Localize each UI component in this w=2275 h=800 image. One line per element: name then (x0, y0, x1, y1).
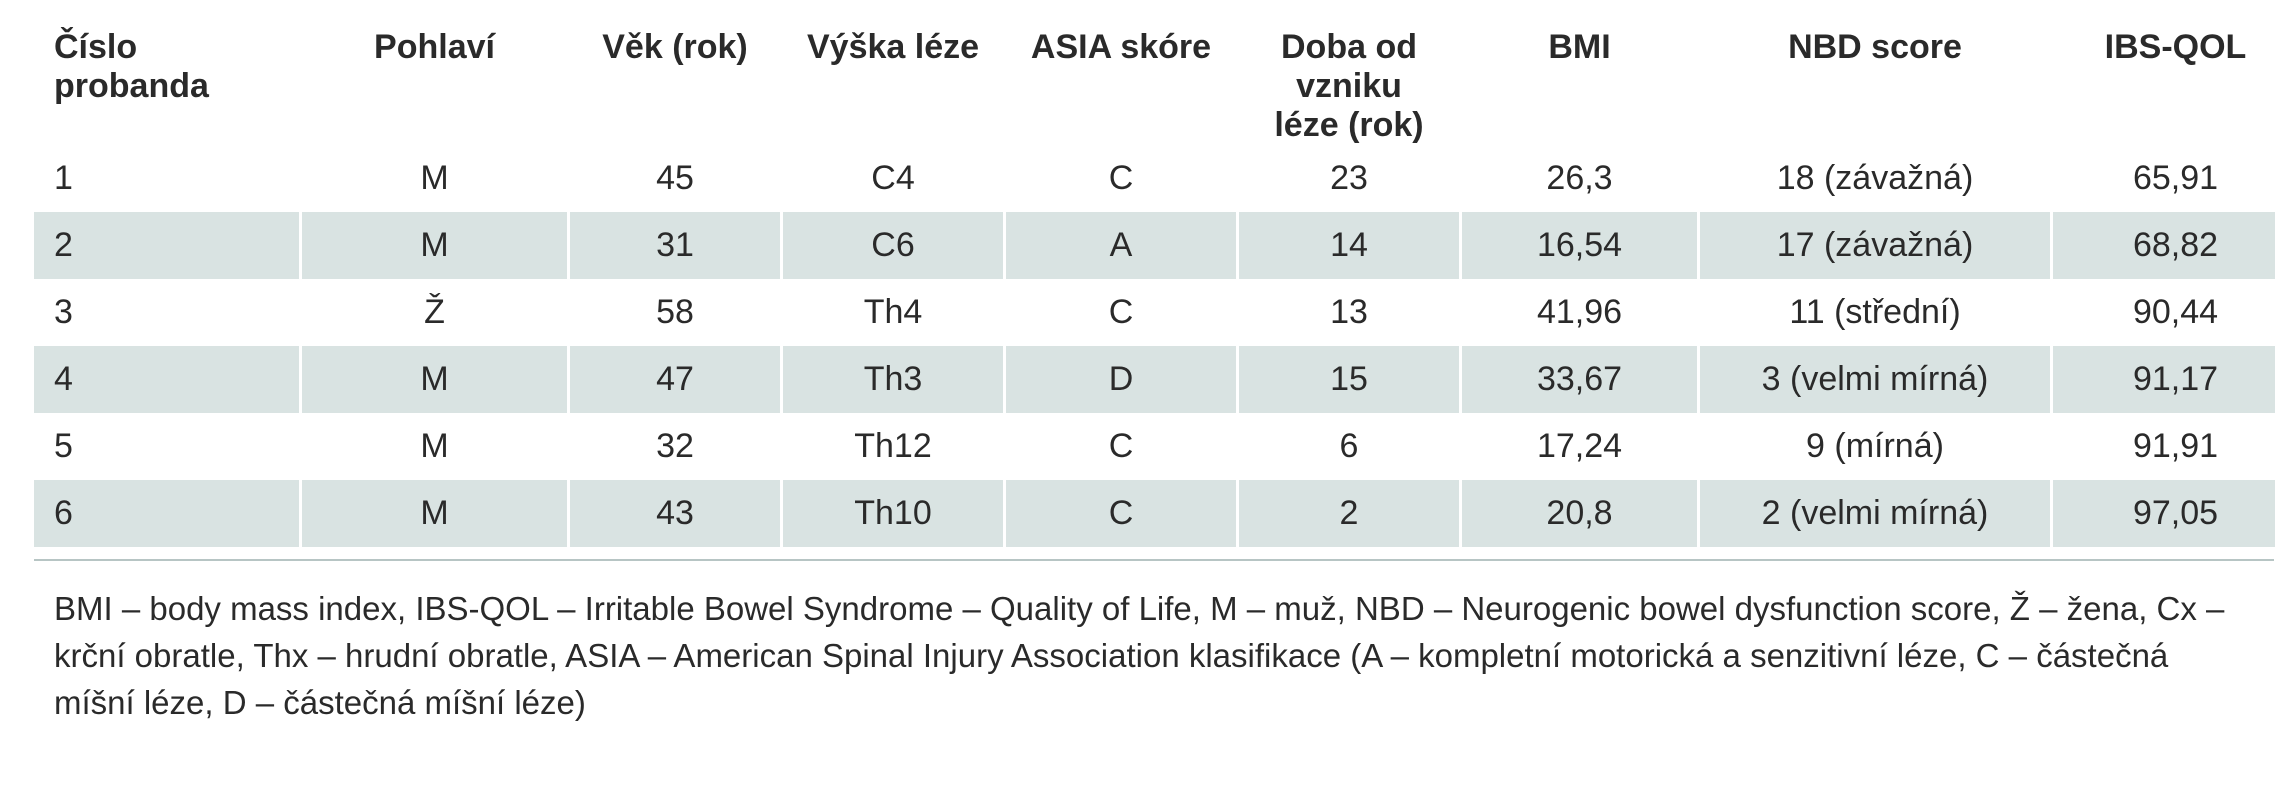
table-row: 4 M 47 Th3 D 15 33,67 3 (velmi mírná) 91,17 (34, 346, 2275, 413)
table-row: 3 Ž 58 Th4 C 13 41,96 11 (střední) 90,44 (34, 279, 2275, 346)
table-cell: 6 (1339, 427, 1359, 465)
table-cell: 45 (656, 159, 694, 197)
table-cell: 6 (34, 480, 299, 547)
column-header-line: Pohlaví (374, 28, 495, 66)
table-cell: C (1108, 427, 1134, 465)
table-body: 1 M 45 C4 C 23 26,3 18 (závažná) 65,91 2 M 31 C6 A 14 1… (34, 145, 2275, 547)
table-cell: Th10 (783, 480, 1003, 547)
table-cell: M (302, 212, 567, 279)
table-cell: M (420, 159, 449, 197)
table-cell: 23 (1330, 159, 1368, 197)
column-header-line: Věk (rok) (602, 28, 748, 66)
table-cell: M (302, 346, 567, 413)
table-cell: D (1006, 346, 1236, 413)
table-cell: Th12 (854, 427, 932, 465)
column-header: Pohlaví (302, 0, 567, 145)
table-cell: 4 (34, 346, 299, 413)
column-header-line: BMI (1548, 28, 1611, 66)
column-header-line: léze (rok) (1274, 106, 1424, 144)
table-row: 5 M 32 Th12 C 6 17,24 9 (mírná) 91,91 (34, 413, 2275, 480)
table-cell: 47 (570, 346, 780, 413)
column-header: ASIA skóre (1006, 0, 1236, 145)
table-footnote: BMI – body mass index, IBS-QOL – Irritab… (54, 590, 2225, 721)
document: Číslo probanda Pohlaví Věk (rok) Výška léze A… (31, 0, 2275, 726)
table-bottom-rule (34, 559, 2274, 561)
column-header-line: probanda (54, 67, 209, 105)
table-cell: 1 (54, 159, 73, 197)
table-cell: C (1108, 159, 1134, 197)
table-cell: 91,17 (2053, 346, 2275, 413)
table-cell: 91,91 (2132, 427, 2219, 465)
table-cell: 41,96 (1536, 293, 1623, 331)
table-cell: 26,3 (1546, 159, 1613, 197)
table-cell: 15 (1239, 346, 1459, 413)
table-cell: 65,91 (2132, 159, 2219, 197)
table-cell: 97,05 (2053, 480, 2275, 547)
table-row: 6 M 43 Th10 C 2 20,8 2 (velmi mírná) 97,05 (34, 480, 2275, 547)
table-row: 2 M 31 C6 A 14 16,54 17 (závažná) 68,82 (34, 212, 2275, 279)
column-header: IBS-QOL (2053, 0, 2275, 145)
table-cell: 20,8 (1462, 480, 1697, 547)
data-table: Číslo probanda Pohlaví Věk (rok) Výška léze A… (31, 0, 2275, 547)
table-cell: 17,24 (1536, 427, 1623, 465)
column-header-line: Výška léze (806, 28, 980, 66)
table-cell: Th3 (783, 346, 1003, 413)
table-cell: 68,82 (2053, 212, 2275, 279)
table-cell: 3 (54, 293, 73, 331)
column-header-line: IBS-QOL (2104, 28, 2247, 66)
table-cell: 90,44 (2132, 293, 2219, 331)
table-cell: 31 (570, 212, 780, 279)
table-cell: 2 (34, 212, 299, 279)
column-header: NBD score (1700, 0, 2050, 145)
column-header: Číslo probanda (34, 0, 299, 145)
table-cell: 5 (54, 427, 73, 465)
table-cell: 2 (1239, 480, 1459, 547)
table-cell: 3 (velmi mírná) (1700, 346, 2050, 413)
table-cell: Th4 (863, 293, 923, 331)
table-cell: A (1006, 212, 1236, 279)
table-cell: 16,54 (1462, 212, 1697, 279)
table-cell: 13 (1330, 293, 1368, 331)
table-cell: C6 (783, 212, 1003, 279)
column-header-line: Číslo (54, 28, 138, 66)
table-cell: 43 (570, 480, 780, 547)
column-header-line: vzniku (1296, 67, 1402, 105)
column-header: BMI (1462, 0, 1697, 145)
column-header: Výška léze (783, 0, 1003, 145)
table-cell: 17 (závažná) (1700, 212, 2050, 279)
column-header: Věk (rok) (570, 0, 780, 145)
column-header-line: Doba od (1281, 28, 1417, 66)
table-cell: 14 (1239, 212, 1459, 279)
table-cell: C (1006, 480, 1236, 547)
column-header-line: ASIA skóre (1030, 28, 1212, 66)
table-row: 1 M 45 C4 C 23 26,3 18 (závažná) 65,91 (34, 145, 2275, 212)
table-header: Číslo probanda Pohlaví Věk (rok) Výška léze A… (34, 0, 2275, 145)
table-cell: 32 (656, 427, 694, 465)
column-header-line: NBD score (1788, 28, 1962, 66)
table-cell: 33,67 (1462, 346, 1697, 413)
table-cell: 18 (závažná) (1776, 159, 1974, 197)
table-cell: M (420, 427, 449, 465)
table-cell: 9 (mírná) (1806, 427, 1944, 465)
table-cell: Ž (424, 293, 445, 331)
table-cell: C (1108, 293, 1134, 331)
table-cell: M (302, 480, 567, 547)
table-cell: 2 (velmi mírná) (1700, 480, 2050, 547)
table-cell: 11 (střední) (1789, 293, 1961, 331)
table-cell: 58 (656, 293, 694, 331)
header-row: Číslo probanda Pohlaví Věk (rok) Výška léze A… (34, 0, 2275, 145)
column-header: Doba od vzniku léze (rok) (1239, 0, 1459, 145)
table-cell: C4 (871, 159, 915, 197)
